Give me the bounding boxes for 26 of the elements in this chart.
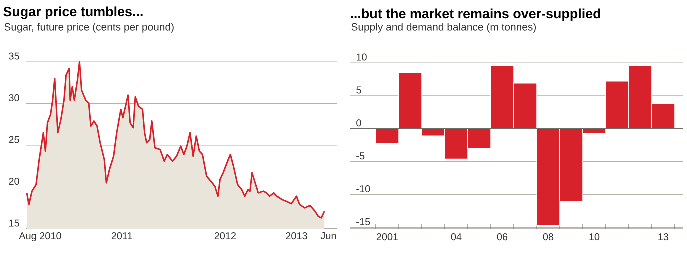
y-tick-label: 10	[356, 54, 367, 61]
y-tick-label: -5	[356, 152, 365, 160]
y-tick-label: 5	[356, 86, 362, 94]
chart-subtitle: Sugar, future price (cents per pound)	[4, 23, 174, 33]
chart-title: ...but the market remains over-supplied	[351, 8, 600, 22]
y-tick-label: -10	[356, 186, 370, 193]
x-tick-label: 2012	[214, 232, 236, 240]
chart-title: Sugar price tumbles...	[4, 6, 143, 20]
x-tick-label: 06	[497, 234, 508, 241]
x-tick-label: 2013	[286, 232, 308, 240]
y-tick-label: 15	[9, 220, 20, 227]
y-tick-label: 0	[356, 120, 362, 127]
y-tick-label: -15	[356, 218, 370, 226]
y-tick-label: 20	[9, 178, 20, 186]
x-tick-label: 08	[543, 234, 554, 241]
x-tick-label: Aug 2010	[19, 232, 62, 242]
x-tick-label: 10	[590, 234, 600, 241]
x-tick-label: 2001	[376, 234, 398, 241]
y-tick-label: 30	[9, 94, 20, 102]
x-tick-label: 04	[451, 234, 462, 241]
y-tick-label: 35	[9, 52, 20, 60]
y-tick-label: 25	[9, 136, 20, 144]
x-tick-label: Jun	[320, 232, 336, 240]
x-tick-label: 13	[658, 234, 669, 241]
chart-subtitle: Supply and demand balance (m tonnes)	[352, 23, 536, 33]
x-tick-label: 2011	[112, 232, 132, 240]
